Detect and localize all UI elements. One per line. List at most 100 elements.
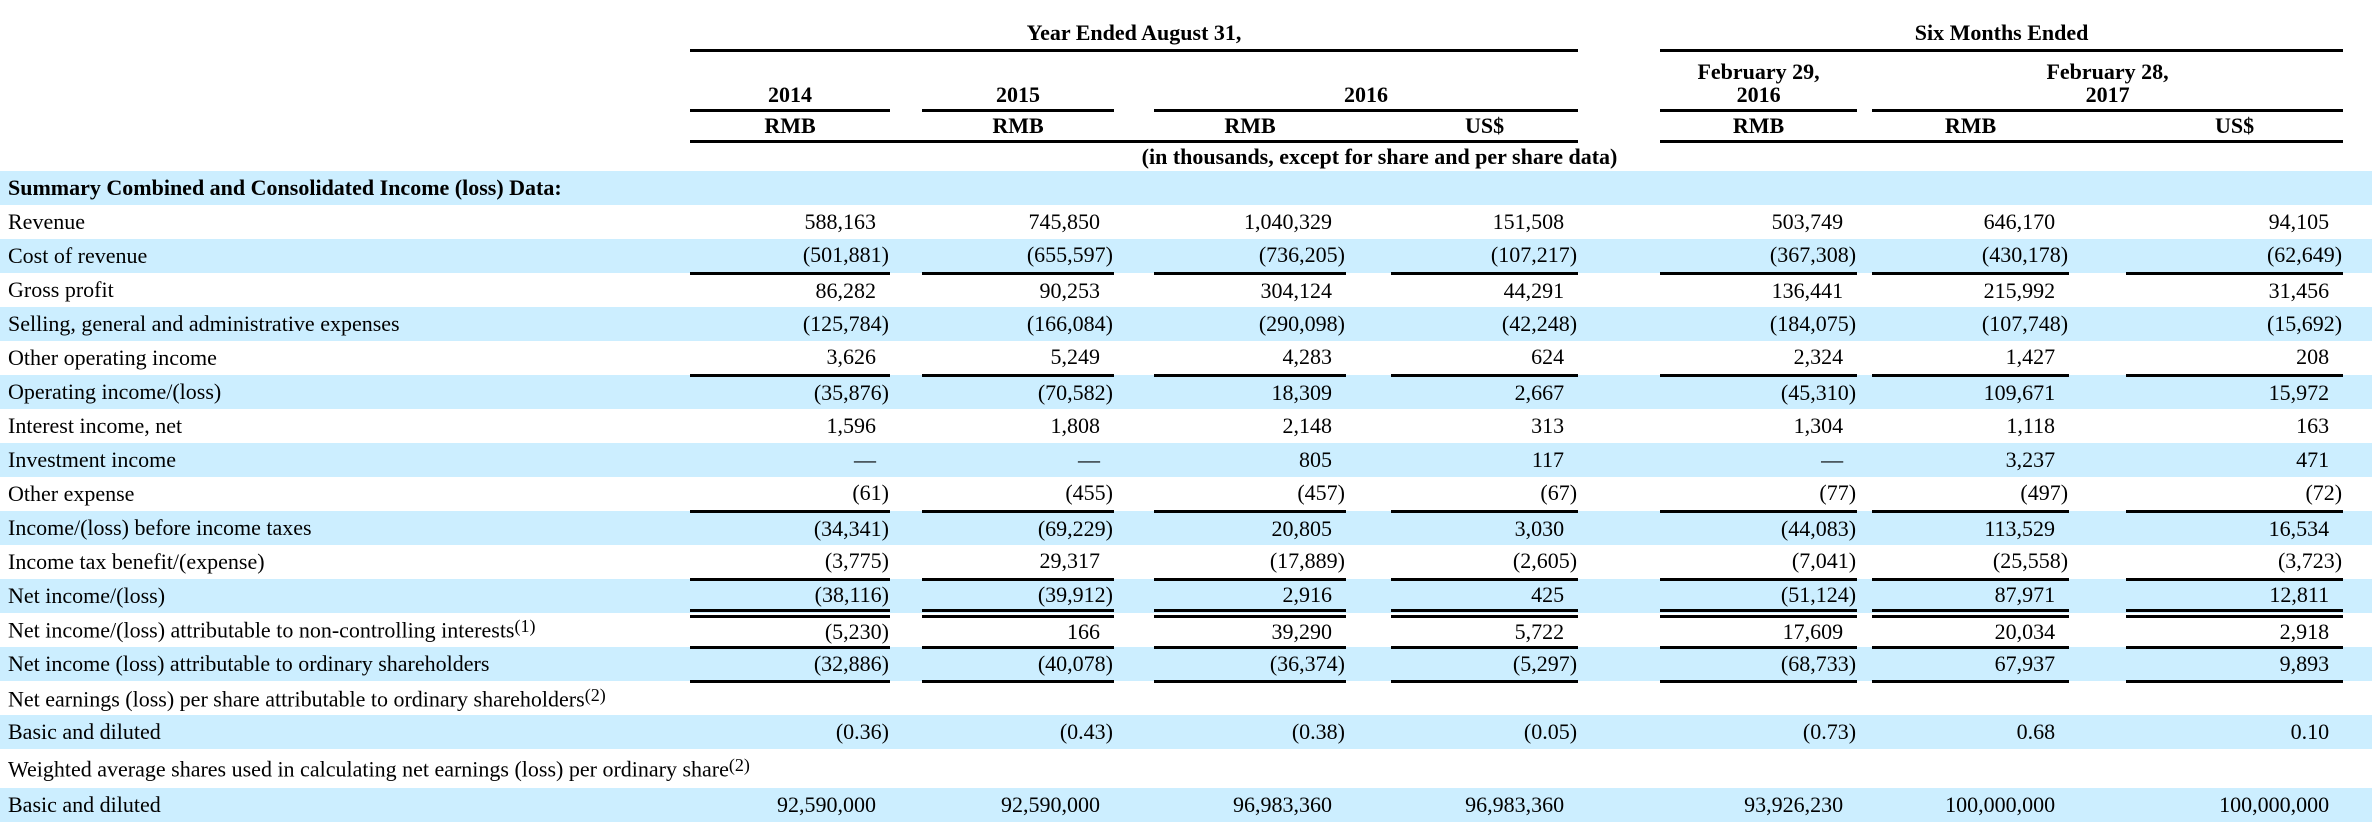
- row-label: Operating income/(loss): [8, 379, 222, 404]
- table-row: Cost of revenue (501,881) (655,597) (736,20…: [0, 239, 2372, 275]
- column-gap: [2069, 477, 2126, 511]
- cell-value: (2,605): [1391, 545, 1579, 581]
- cell-value: (15,692): [2266, 311, 2343, 336]
- cell-value: (42,248): [1501, 311, 1578, 336]
- row-label: Investment income: [8, 447, 177, 472]
- header-six-months-ended: Six Months Ended: [1660, 8, 2344, 52]
- column-gap: [1346, 205, 1391, 239]
- units-note-row: (in thousands, except for share and per …: [0, 142, 2372, 172]
- column-gap: [1857, 477, 1872, 511]
- column-gap: [890, 715, 922, 749]
- column-gap: [890, 579, 922, 613]
- cell-value: 12,811: [2126, 579, 2344, 618]
- column-gap: [2069, 110, 2127, 143]
- cell-value: 136,441: [1771, 277, 1844, 303]
- column-gap: [1346, 307, 1391, 341]
- cell-value: (40,078): [922, 647, 1114, 683]
- column-gap: [1857, 239, 1872, 273]
- cell-value: (39,912): [922, 579, 1114, 618]
- column-gap: [1114, 341, 1154, 375]
- cell-value: 92,590,000: [1001, 792, 1100, 818]
- table-row: Weighted average shares used in calculat…: [0, 749, 2372, 788]
- cell-value: 29,317: [922, 545, 1114, 581]
- row-label: Income/(loss) before income taxes: [8, 515, 312, 540]
- cell-value: 1,040,329: [1244, 209, 1332, 234]
- cell-value: 9,893: [2126, 647, 2344, 683]
- cell-value: 96,983,360: [1233, 792, 1332, 818]
- header-2014: 2014: [690, 50, 890, 112]
- column-gap: [2069, 239, 2126, 273]
- table-row: Net income/(loss) attributable to non-co…: [0, 613, 2372, 649]
- cell-value: 92,590,000: [777, 792, 876, 818]
- column-gap: [2343, 647, 2372, 681]
- cell-value: (125,784): [802, 311, 889, 336]
- cell-value: (67): [1391, 477, 1579, 513]
- column-gap: [1857, 613, 1872, 647]
- column-gap: [890, 409, 922, 443]
- header-year-ended-august-31: Year Ended August 31,: [690, 8, 1579, 52]
- cell-value: 15,972: [2268, 379, 2330, 405]
- cell-value: 1,427: [1872, 341, 2070, 377]
- column-gap: [1114, 715, 1154, 749]
- row-label: Basic and diluted: [8, 792, 161, 818]
- cell-value: (36,374): [1154, 647, 1346, 683]
- column-gap: [1578, 443, 1660, 477]
- header-february-28-2017: February 28, 2017: [1872, 50, 2344, 112]
- row-label: Net income/(loss): [8, 583, 166, 608]
- row-label: Selling, general and administrative expe…: [8, 311, 400, 336]
- cell-value: 96,983,360: [1465, 792, 1565, 818]
- column-gap: [890, 788, 922, 822]
- column-gap: [890, 110, 922, 143]
- footnote-ref: (2): [584, 685, 606, 706]
- column-gap: [2343, 443, 2372, 477]
- currency-rmb-feb-2017: RMB: [1872, 110, 2070, 143]
- column-gap: [1578, 273, 1660, 307]
- cell-value: 2,916: [1154, 579, 1346, 618]
- column-gap: [2343, 613, 2372, 647]
- cell-value: (7,041): [1660, 545, 1858, 581]
- column-gap: [1346, 409, 1391, 443]
- right-margin: [2343, 111, 2372, 142]
- column-gap: [1114, 788, 1154, 822]
- column-gap: [1857, 307, 1872, 341]
- cell-value: 304,124: [1260, 277, 1333, 303]
- cell-value: 4,283: [1154, 341, 1346, 377]
- column-gap: [1114, 375, 1154, 409]
- column-gap: [2069, 375, 2126, 409]
- column-gap: [1114, 545, 1154, 579]
- cell-value: (68,733): [1660, 647, 1858, 683]
- table-row: Interest income, net 1,596 1,808 2,148 313 1,…: [0, 409, 2372, 443]
- table-row: Income tax benefit/(expense) (3,775) 29,31…: [0, 545, 2372, 581]
- column-gap: [1578, 715, 1660, 749]
- column-gap: [890, 647, 922, 681]
- table-row: Net earnings (loss) per share attributab…: [0, 681, 2372, 715]
- header-spacer: [0, 8, 690, 51]
- row-label: Summary Combined and Consolidated Income…: [8, 175, 562, 200]
- cell-value: 87,971: [1872, 579, 2070, 618]
- row-label: Net income (loss) attributable to ordina…: [8, 651, 490, 676]
- row-label: Income tax benefit/(expense): [8, 549, 265, 574]
- cell-value: 20,805: [1271, 515, 1333, 541]
- column-gap: [1857, 788, 1872, 822]
- column-gap: [890, 273, 922, 307]
- column-gap: [2069, 715, 2126, 749]
- column-gap: [890, 239, 922, 273]
- cell-value: 109,671: [1983, 379, 2056, 405]
- column-gap: [890, 375, 922, 409]
- column-gap: [1857, 341, 1872, 375]
- column-gap: [1578, 545, 1660, 579]
- cell-value: 215,992: [1983, 277, 2056, 303]
- currency-header-row: RMB RMB RMB US$ RMB RMB US$: [0, 110, 2372, 143]
- cell-value: (51,124): [1660, 579, 1858, 618]
- cell-value: (17,889): [1154, 545, 1346, 581]
- cell-value: 425: [1391, 579, 1579, 618]
- column-gap: [2069, 511, 2126, 545]
- cell-value: 805: [1299, 447, 1332, 472]
- cell-value: 0.10: [2290, 719, 2330, 744]
- header-spacer: [0, 142, 690, 172]
- column-gap: [1578, 579, 1660, 613]
- cell-value: (0.73): [1802, 719, 1857, 744]
- units-note: (in thousands, except for share and per …: [1141, 144, 1618, 169]
- cell-value: (32,886): [690, 647, 890, 683]
